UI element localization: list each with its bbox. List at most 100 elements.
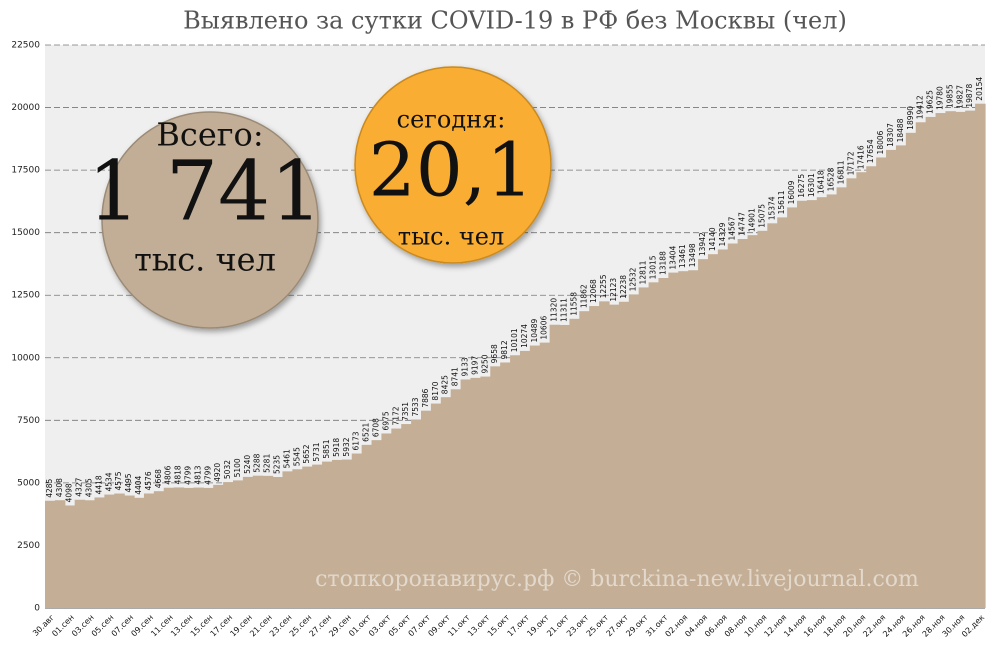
area-step bbox=[381, 433, 392, 608]
area-step bbox=[84, 500, 96, 608]
data-label: 9658 bbox=[490, 344, 499, 363]
data-label: 4813 bbox=[193, 465, 202, 484]
data-label: 13942 bbox=[698, 232, 707, 256]
area-step bbox=[826, 194, 838, 608]
area-step bbox=[618, 301, 630, 608]
data-label: 4799 bbox=[183, 466, 192, 485]
data-label: 17172 bbox=[846, 151, 855, 175]
data-label: 19625 bbox=[926, 90, 935, 114]
area-step bbox=[302, 466, 313, 608]
area-step bbox=[421, 410, 432, 608]
data-label: 20154 bbox=[975, 77, 984, 101]
area-step bbox=[153, 491, 165, 608]
data-label: 18307 bbox=[886, 123, 895, 147]
y-tick-label: 15000 bbox=[11, 228, 40, 238]
data-label: 16009 bbox=[787, 180, 796, 204]
area-step bbox=[668, 272, 679, 608]
area-step bbox=[925, 116, 937, 608]
bubble-value: 1 741 bbox=[88, 145, 323, 240]
data-label: 8170 bbox=[431, 381, 440, 400]
data-label: 6708 bbox=[371, 418, 380, 437]
area-step bbox=[747, 235, 759, 608]
area-step bbox=[975, 103, 986, 608]
data-label: 13188 bbox=[658, 251, 667, 275]
x-tick-label: 02.дек bbox=[960, 613, 986, 639]
area-step bbox=[470, 377, 481, 608]
area-step bbox=[569, 318, 580, 608]
area-step bbox=[371, 440, 383, 608]
area-step bbox=[124, 495, 135, 608]
bubble-unit: тыс. чел bbox=[398, 223, 504, 251]
data-label: 10489 bbox=[530, 318, 539, 342]
area-step bbox=[876, 157, 887, 608]
y-tick-label: 17500 bbox=[11, 166, 40, 176]
bubble-value: 20,1 bbox=[369, 127, 534, 213]
area-step bbox=[797, 200, 808, 608]
area-step bbox=[411, 419, 422, 608]
area-step bbox=[549, 324, 561, 608]
data-label: 5281 bbox=[263, 454, 272, 473]
y-tick-label: 20000 bbox=[11, 103, 40, 113]
area-step bbox=[203, 487, 214, 608]
area-step bbox=[628, 294, 640, 608]
data-label: 4418 bbox=[94, 475, 103, 494]
data-label: 4495 bbox=[124, 473, 133, 492]
area-step bbox=[589, 306, 600, 608]
data-label: 4098 bbox=[65, 483, 74, 502]
data-label: 6975 bbox=[381, 411, 390, 430]
data-label: 14140 bbox=[708, 227, 717, 251]
data-label: 12123 bbox=[609, 278, 618, 302]
area-step bbox=[134, 497, 145, 608]
area-step bbox=[223, 482, 234, 608]
area-step bbox=[886, 149, 897, 608]
data-label: 13015 bbox=[649, 255, 658, 279]
data-label: 5652 bbox=[302, 444, 311, 463]
area-step bbox=[965, 110, 976, 608]
area-step bbox=[401, 424, 412, 608]
data-label: 18990 bbox=[906, 106, 915, 130]
area-step bbox=[935, 113, 947, 608]
area-step bbox=[519, 350, 531, 608]
area-step bbox=[955, 111, 966, 608]
data-label: 16275 bbox=[797, 174, 806, 198]
area-step bbox=[440, 397, 452, 608]
area-step bbox=[895, 145, 907, 608]
area-step bbox=[529, 345, 541, 608]
data-label: 16418 bbox=[817, 170, 826, 194]
data-label: 5918 bbox=[332, 438, 341, 457]
bubble bbox=[101, 111, 319, 329]
area-step bbox=[500, 362, 511, 608]
data-label: 4534 bbox=[104, 472, 113, 491]
y-tick-label: 12500 bbox=[11, 291, 40, 301]
area-step bbox=[331, 459, 343, 608]
area-step bbox=[688, 270, 699, 608]
data-label: 5731 bbox=[312, 442, 321, 461]
area-step bbox=[658, 278, 669, 608]
data-label: 15075 bbox=[757, 204, 766, 228]
area-step bbox=[163, 487, 175, 608]
data-label: 11320 bbox=[550, 298, 559, 322]
data-label: 12068 bbox=[589, 279, 598, 303]
area-step bbox=[836, 187, 848, 608]
area-step bbox=[173, 487, 185, 608]
data-label: 5545 bbox=[292, 447, 301, 466]
area-step bbox=[430, 403, 442, 608]
area-step bbox=[193, 487, 204, 608]
area-step bbox=[510, 355, 521, 608]
data-label: 12811 bbox=[639, 260, 648, 284]
area-step bbox=[351, 453, 363, 608]
area-step bbox=[361, 444, 373, 608]
area-step bbox=[816, 197, 828, 608]
data-label: 7533 bbox=[411, 397, 420, 416]
data-label: 5235 bbox=[273, 455, 282, 474]
data-label: 13404 bbox=[668, 246, 677, 270]
area-step bbox=[490, 366, 501, 608]
bubble-label: сегодня: bbox=[397, 106, 506, 134]
area-step bbox=[559, 324, 571, 608]
area-step bbox=[94, 497, 105, 608]
data-label: 19878 bbox=[965, 84, 974, 108]
data-label: 8425 bbox=[441, 375, 450, 394]
y-tick-label: 7500 bbox=[17, 416, 40, 426]
area-step bbox=[787, 207, 798, 608]
